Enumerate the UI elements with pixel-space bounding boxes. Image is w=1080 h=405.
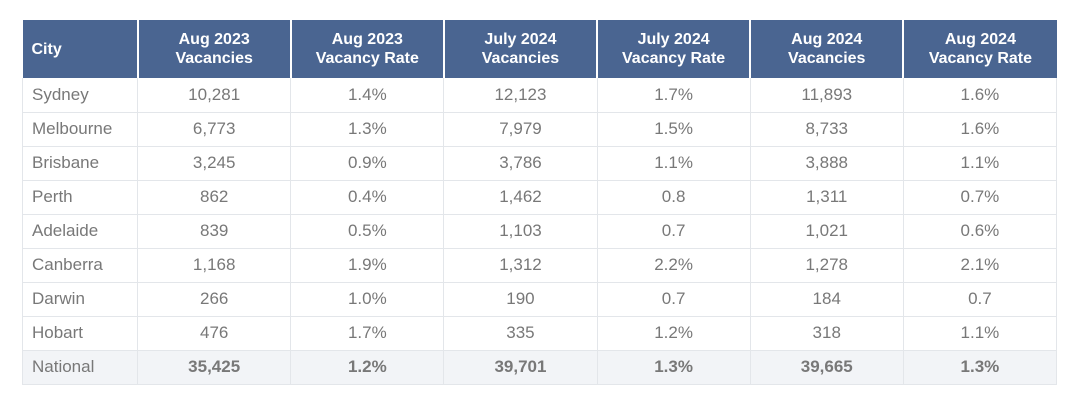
- table-cell: 1,278: [750, 248, 904, 283]
- total-cell: 39,701: [443, 350, 598, 385]
- column-header-line1: Aug 2023: [178, 31, 250, 48]
- table-cell: 1.2%: [597, 316, 751, 351]
- table-cell: 1.6%: [903, 78, 1058, 113]
- vacancy-table-container: City Aug 2023 Vacancies Aug 2023 Vacancy…: [21, 20, 1058, 385]
- table-cell: 1,462: [443, 180, 598, 215]
- city-cell: Brisbane: [21, 146, 139, 181]
- table-cell: 0.7: [903, 282, 1058, 317]
- table-cell: 476: [137, 316, 292, 351]
- column-header-jul2024-rate: July 2024 Vacancy Rate: [597, 20, 752, 78]
- table-cell: 0.5%: [290, 214, 445, 249]
- table-cell: 1.3%: [290, 112, 445, 147]
- column-header-line1: July 2024: [484, 31, 557, 48]
- table-cell: 1.1%: [597, 146, 751, 181]
- city-cell: Perth: [21, 180, 139, 215]
- table-cell: 2.2%: [597, 248, 751, 283]
- table-cell: 12,123: [443, 78, 598, 113]
- table-cell: 1.5%: [597, 112, 751, 147]
- national-total-row: National 35,425 1.2% 39,701 1.3% 39,665 …: [21, 350, 1058, 385]
- table-cell: 862: [137, 180, 292, 215]
- column-header-line2: Vacancies: [175, 50, 253, 67]
- table-row: Perth 862 0.4% 1,462 0.8 1,311 0.7%: [21, 180, 1058, 215]
- table-cell: 11,893: [750, 78, 904, 113]
- table-header-row: City Aug 2023 Vacancies Aug 2023 Vacancy…: [22, 20, 1057, 78]
- city-cell: Canberra: [21, 248, 139, 283]
- table-cell: 0.9%: [290, 146, 445, 181]
- table-cell: 1.6%: [903, 112, 1058, 147]
- table-row: Brisbane 3,245 0.9% 3,786 1.1% 3,888 1.1…: [21, 146, 1058, 181]
- column-header-city: City: [22, 20, 139, 78]
- table-row: Melbourne 6,773 1.3% 7,979 1.5% 8,733 1.…: [21, 112, 1058, 147]
- city-cell: Sydney: [21, 78, 139, 113]
- column-header-jul2024-vacancies: July 2024 Vacancies: [443, 20, 599, 78]
- city-cell: Adelaide: [21, 214, 139, 249]
- column-header-line2: Vacancies: [788, 50, 866, 67]
- table-cell: 1.1%: [903, 146, 1058, 181]
- column-header-line2: Vacancy Rate: [622, 50, 726, 67]
- city-cell: Darwin: [21, 282, 139, 317]
- total-cell: 1.2%: [290, 350, 445, 385]
- table-cell: 3,245: [137, 146, 292, 181]
- table-cell: 10,281: [137, 78, 292, 113]
- city-cell: Hobart: [21, 316, 139, 351]
- table-cell: 1.1%: [903, 316, 1058, 351]
- vacancy-table: City Aug 2023 Vacancies Aug 2023 Vacancy…: [21, 20, 1058, 385]
- total-cell: 35,425: [137, 350, 292, 385]
- city-cell: Melbourne: [21, 112, 139, 147]
- table-cell: 1.7%: [597, 78, 751, 113]
- table-cell: 2.1%: [903, 248, 1058, 283]
- table-cell: 0.7%: [903, 180, 1058, 215]
- total-cell: 1.3%: [597, 350, 751, 385]
- table-body: Sydney 10,281 1.4% 12,123 1.7% 11,893 1.…: [21, 78, 1058, 385]
- table-cell: 1,168: [137, 248, 292, 283]
- column-header-line1: City: [31, 40, 62, 58]
- table-cell: 3,786: [443, 146, 598, 181]
- table-cell: 1,312: [443, 248, 598, 283]
- table-cell: 1,103: [443, 214, 598, 249]
- table-row: Darwin 266 1.0% 190 0.7 184 0.7: [21, 282, 1058, 317]
- total-cell: 39,665: [750, 350, 904, 385]
- table-cell: 1,311: [750, 180, 904, 215]
- table-cell: 1.4%: [290, 78, 445, 113]
- column-header-aug2024-vacancies: Aug 2024 Vacancies: [750, 20, 905, 78]
- table-cell: 7,979: [443, 112, 598, 147]
- table-row: Adelaide 839 0.5% 1,103 0.7 1,021 0.6%: [21, 214, 1058, 249]
- table-cell: 0.7: [597, 214, 751, 249]
- table-cell: 1.7%: [290, 316, 445, 351]
- table-cell: 0.7: [597, 282, 751, 317]
- table-cell: 0.8: [597, 180, 751, 215]
- table-cell: 0.4%: [290, 180, 445, 215]
- table-cell: 8,733: [750, 112, 904, 147]
- table-cell: 0.6%: [903, 214, 1058, 249]
- table-cell: 190: [443, 282, 598, 317]
- total-cell: 1.3%: [903, 350, 1058, 385]
- column-header-line2: Vacancy Rate: [928, 50, 1032, 67]
- column-header-aug2023-vacancies: Aug 2023 Vacancies: [137, 20, 292, 78]
- table-cell: 1,021: [750, 214, 904, 249]
- column-header-line1: July 2024: [637, 31, 710, 48]
- column-header-line2: Vacancy Rate: [315, 50, 419, 67]
- table-cell: 1.0%: [290, 282, 445, 317]
- table-row: Sydney 10,281 1.4% 12,123 1.7% 11,893 1.…: [21, 78, 1058, 113]
- table-row: Canberra 1,168 1.9% 1,312 2.2% 1,278 2.1…: [21, 248, 1058, 283]
- table-cell: 1.9%: [290, 248, 445, 283]
- table-cell: 266: [137, 282, 292, 317]
- column-header-line1: Aug 2024: [791, 31, 863, 48]
- table-row: Hobart 476 1.7% 335 1.2% 318 1.1%: [21, 316, 1058, 351]
- column-header-line2: Vacancies: [481, 50, 560, 67]
- table-cell: 839: [137, 214, 292, 249]
- table-cell: 3,888: [750, 146, 904, 181]
- column-header-line1: Aug 2024: [944, 31, 1016, 48]
- table-cell: 318: [750, 316, 904, 351]
- table-cell: 335: [443, 316, 598, 351]
- city-cell: National: [21, 350, 139, 385]
- column-header-aug2023-rate: Aug 2023 Vacancy Rate: [290, 20, 445, 78]
- table-cell: 6,773: [137, 112, 292, 147]
- column-header-aug2024-rate: Aug 2024 Vacancy Rate: [903, 20, 1057, 78]
- column-header-line1: Aug 2023: [331, 31, 403, 48]
- table-cell: 184: [750, 282, 904, 317]
